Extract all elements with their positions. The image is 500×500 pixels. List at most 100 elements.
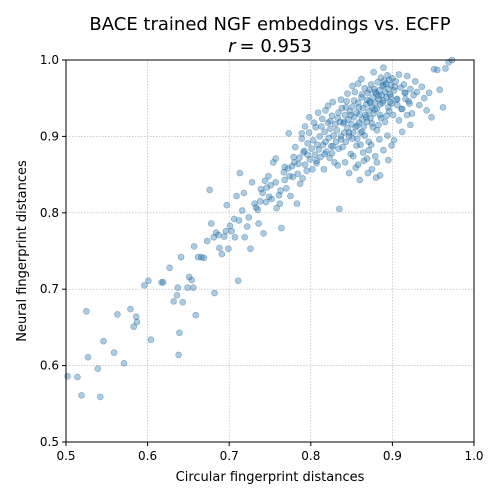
data-point-198 xyxy=(388,100,395,107)
data-point-241 xyxy=(356,176,364,184)
data-point-193 xyxy=(384,71,391,79)
data-point-4 xyxy=(84,353,92,361)
data-point-236 xyxy=(371,152,379,160)
data-point-37 xyxy=(203,237,211,245)
data-point-48 xyxy=(223,201,231,209)
y-axis-ticks: 0.5 0.6 0.7 0.8 0.9 1.0 xyxy=(40,53,66,449)
data-point-217 xyxy=(420,94,428,102)
data-point-322 xyxy=(385,156,392,164)
data-point-77 xyxy=(269,159,277,166)
data-point-222 xyxy=(433,66,441,74)
data-point-178 xyxy=(371,99,379,107)
data-point-239 xyxy=(384,132,391,139)
data-point-156 xyxy=(354,135,361,142)
data-point-269 xyxy=(335,109,342,117)
y-tick-label-5: 1.0 xyxy=(40,53,59,67)
data-point-157 xyxy=(354,99,362,107)
data-point-33 xyxy=(192,311,200,319)
data-point-63 xyxy=(247,245,254,253)
data-point-299 xyxy=(376,111,384,119)
data-point-34 xyxy=(194,253,202,261)
grid-lines xyxy=(65,59,475,443)
data-point-60 xyxy=(241,233,248,241)
data-point-305 xyxy=(375,121,382,129)
data-point-10 xyxy=(120,360,128,367)
data-point-95 xyxy=(296,154,303,162)
data-point-134 xyxy=(336,205,343,213)
data-point-51 xyxy=(228,227,235,235)
data-point-59 xyxy=(240,189,248,197)
data-point-62 xyxy=(245,214,253,221)
data-point-164 xyxy=(360,123,368,130)
data-point-230 xyxy=(345,169,353,177)
data-point-72 xyxy=(261,177,269,185)
data-point-179 xyxy=(372,90,380,97)
data-point-316 xyxy=(365,146,373,154)
data-point-148 xyxy=(347,150,355,158)
data-point-135 xyxy=(336,118,344,126)
data-point-23 xyxy=(174,284,182,291)
data-point-107 xyxy=(309,136,317,144)
data-point-255 xyxy=(389,111,397,119)
data-point-285 xyxy=(407,121,414,129)
data-point-253 xyxy=(373,126,381,134)
data-point-273 xyxy=(322,107,329,114)
data-point-308 xyxy=(347,111,355,119)
data-point-126 xyxy=(328,112,336,120)
data-point-14 xyxy=(133,318,141,326)
data-point-208 xyxy=(403,72,411,80)
subtitle-variable: r xyxy=(228,36,237,57)
subtitle-value: = 0.953 xyxy=(240,36,312,57)
data-point-61 xyxy=(243,223,251,230)
data-point-97 xyxy=(298,135,306,142)
data-point-330 xyxy=(265,193,273,201)
data-point-258 xyxy=(337,96,345,104)
data-point-75 xyxy=(267,182,275,189)
data-point-108 xyxy=(311,151,319,159)
data-point-123 xyxy=(326,154,333,162)
data-point-91 xyxy=(291,159,298,166)
data-point-25 xyxy=(176,329,183,337)
x-tick-label-0: 0.5 xyxy=(56,449,75,463)
data-point-281 xyxy=(298,130,306,137)
data-point-234 xyxy=(363,155,371,162)
data-point-45 xyxy=(218,250,226,258)
data-point-85 xyxy=(283,185,290,192)
data-point-277 xyxy=(324,102,332,110)
data-point-30 xyxy=(188,276,195,284)
data-point-52 xyxy=(230,215,238,223)
data-point-121 xyxy=(324,119,332,126)
data-point-78 xyxy=(272,155,280,162)
data-point-304 xyxy=(367,99,374,107)
data-point-162 xyxy=(358,116,366,123)
data-point-54 xyxy=(233,192,240,200)
data-point-152 xyxy=(350,114,358,121)
data-point-125 xyxy=(327,143,335,150)
data-point-276 xyxy=(314,109,322,117)
data-point-174 xyxy=(368,104,376,111)
data-point-314 xyxy=(349,135,356,142)
y-tick-label-2: 0.7 xyxy=(40,282,59,296)
data-point-127 xyxy=(330,132,337,139)
data-point-284 xyxy=(398,128,406,136)
data-point-140 xyxy=(340,129,348,136)
data-point-7 xyxy=(100,337,107,345)
data-point-138 xyxy=(339,143,346,151)
data-point-139 xyxy=(340,120,347,127)
data-point-68 xyxy=(255,220,262,227)
data-point-294 xyxy=(337,136,345,143)
data-point-44 xyxy=(216,244,223,252)
data-point-16 xyxy=(145,277,152,285)
data-point-29 xyxy=(185,273,193,281)
data-point-58 xyxy=(238,207,246,214)
data-point-21 xyxy=(170,298,178,305)
data-point-324 xyxy=(295,160,302,168)
data-point-249 xyxy=(385,107,393,115)
data-point-187 xyxy=(379,82,386,90)
data-point-289 xyxy=(371,106,378,113)
data-point-195 xyxy=(385,76,393,84)
x-tick-label-5: 1.0 xyxy=(464,449,483,463)
data-point-149 xyxy=(348,120,355,128)
data-point-1 xyxy=(74,373,81,381)
chart-subtitle: r = 0.953 xyxy=(228,36,312,57)
